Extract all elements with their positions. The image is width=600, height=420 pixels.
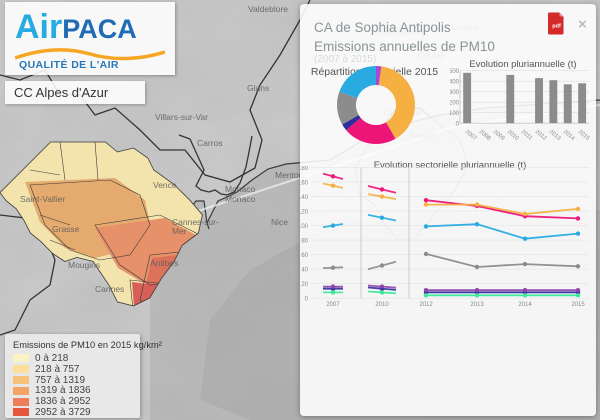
- svg-text:500: 500: [450, 69, 460, 75]
- svg-text:Monaco: Monaco: [225, 184, 256, 194]
- svg-text:Cannes: Cannes: [95, 284, 124, 294]
- svg-text:Mougins: Mougins: [68, 260, 100, 270]
- svg-text:100: 100: [300, 224, 309, 230]
- svg-text:2009: 2009: [492, 129, 506, 142]
- svg-text:Nice: Nice: [271, 217, 288, 227]
- svg-text:Villars-sur-Var: Villars-sur-Var: [155, 112, 208, 122]
- svg-text:80: 80: [301, 239, 308, 245]
- svg-text:40: 40: [301, 268, 308, 274]
- svg-text:2012: 2012: [419, 302, 433, 308]
- svg-text:2008: 2008: [478, 129, 492, 142]
- svg-text:Valdeblore: Valdeblore: [248, 4, 288, 14]
- svg-text:100: 100: [450, 111, 460, 117]
- svg-text:2012: 2012: [534, 129, 548, 142]
- svg-text:2015: 2015: [571, 302, 585, 308]
- svg-text:300: 300: [450, 90, 460, 96]
- svg-text:400: 400: [450, 80, 460, 86]
- svg-text:2007: 2007: [464, 129, 478, 142]
- svg-text:2014: 2014: [518, 302, 532, 308]
- svg-text:Saint-Vallier: Saint-Vallier: [20, 194, 65, 204]
- svg-text:2010: 2010: [375, 302, 389, 308]
- svg-text:160: 160: [300, 181, 309, 187]
- svg-text:Carros: Carros: [197, 138, 223, 148]
- svg-text:0: 0: [305, 297, 309, 303]
- svg-text:200: 200: [450, 101, 460, 107]
- svg-text:0: 0: [456, 122, 460, 128]
- svg-text:60: 60: [301, 253, 308, 259]
- svg-text:140: 140: [300, 195, 309, 201]
- svg-text:2007: 2007: [326, 302, 340, 308]
- svg-text:Vence: Vence: [153, 180, 177, 190]
- svg-text:2013: 2013: [470, 302, 484, 308]
- svg-text:Antibes: Antibes: [150, 258, 178, 268]
- svg-text:2014: 2014: [562, 129, 576, 142]
- svg-text:180: 180: [300, 166, 309, 172]
- svg-text:Glans: Glans: [247, 83, 269, 93]
- svg-text:Monaco: Monaco: [225, 194, 256, 204]
- svg-text:pdf: pdf: [552, 24, 561, 30]
- svg-text:120: 120: [300, 210, 309, 216]
- svg-text:Grasse: Grasse: [52, 224, 80, 234]
- svg-text:20: 20: [301, 282, 308, 288]
- svg-text:Mer: Mer: [172, 226, 187, 236]
- svg-text:2013: 2013: [548, 129, 562, 142]
- svg-text:2015: 2015: [577, 129, 591, 142]
- svg-text:2011: 2011: [520, 129, 533, 142]
- svg-text:2010: 2010: [506, 129, 520, 142]
